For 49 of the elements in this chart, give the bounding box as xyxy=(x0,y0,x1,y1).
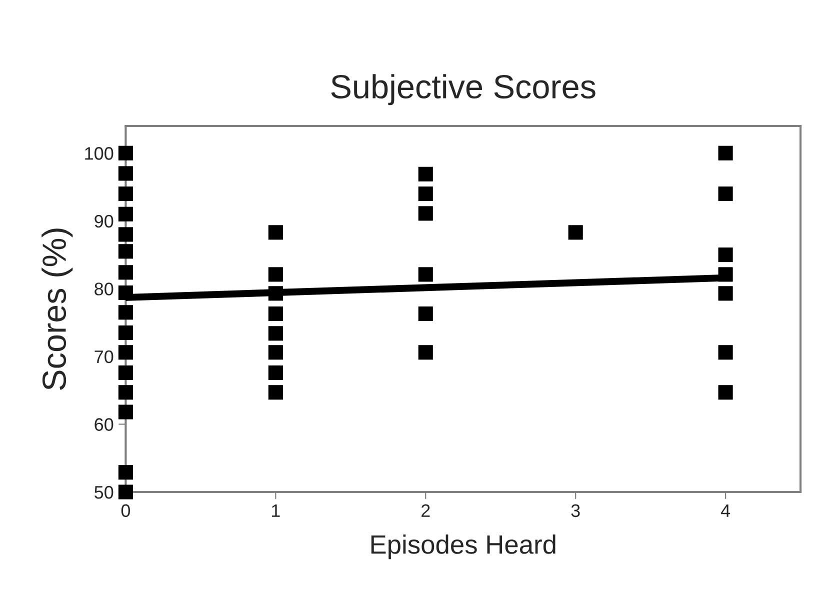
y-tick-label: 80 xyxy=(94,282,114,296)
point xyxy=(118,385,133,400)
point xyxy=(118,365,133,380)
chart-title: Subjective Scores xyxy=(331,74,596,106)
point xyxy=(118,244,133,259)
point xyxy=(268,267,283,282)
point xyxy=(268,365,283,380)
point xyxy=(418,345,433,360)
point xyxy=(268,326,283,341)
point xyxy=(718,286,733,301)
point xyxy=(718,247,733,262)
point xyxy=(118,325,133,340)
y-tick-label: 60 xyxy=(94,418,114,431)
x-tick-label: 4 xyxy=(720,504,730,517)
point xyxy=(118,345,133,360)
x-tick-label: 2 xyxy=(422,504,430,517)
y-tick-label: 90 xyxy=(94,214,114,228)
point xyxy=(118,166,133,181)
x-tick-label: 3 xyxy=(571,504,580,518)
point xyxy=(418,166,433,182)
x-tick-label: 0 xyxy=(121,504,130,518)
point xyxy=(718,345,733,360)
point xyxy=(268,345,283,360)
y-tick-label: 50 xyxy=(94,486,114,499)
point xyxy=(118,206,133,222)
y-tick-label: 70 xyxy=(94,350,114,364)
point xyxy=(418,206,433,221)
point xyxy=(568,225,583,240)
point xyxy=(718,186,733,202)
point xyxy=(118,186,133,202)
point xyxy=(118,146,133,160)
point xyxy=(118,305,133,320)
point xyxy=(268,306,283,322)
y-axis-title: Scores (%) xyxy=(42,228,73,390)
point xyxy=(418,267,433,282)
point xyxy=(418,306,433,322)
point xyxy=(268,225,283,240)
point xyxy=(118,227,133,242)
point xyxy=(118,465,133,480)
point xyxy=(718,146,733,160)
point xyxy=(118,404,133,420)
x-axis-title: Episodes Heard xyxy=(371,534,556,560)
point xyxy=(268,385,283,400)
point xyxy=(718,385,733,400)
point xyxy=(418,186,433,202)
y-tick-label: 100 xyxy=(85,147,114,160)
point xyxy=(118,484,133,500)
x-tick-label: 1 xyxy=(272,504,280,517)
point xyxy=(118,265,133,280)
